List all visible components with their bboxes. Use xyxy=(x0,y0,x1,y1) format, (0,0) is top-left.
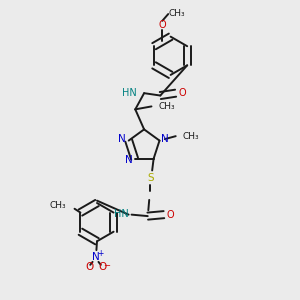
Text: O: O xyxy=(178,88,186,98)
Text: CH₃: CH₃ xyxy=(50,201,67,210)
Text: O: O xyxy=(158,20,166,30)
Text: N: N xyxy=(125,155,133,165)
Text: S: S xyxy=(147,173,154,183)
Text: O: O xyxy=(99,262,107,272)
Text: N: N xyxy=(161,134,169,144)
Text: CH₃: CH₃ xyxy=(182,132,199,141)
Text: O: O xyxy=(85,262,93,272)
Text: CH₃: CH₃ xyxy=(168,9,185,18)
Text: O: O xyxy=(167,210,174,220)
Text: +: + xyxy=(97,249,103,258)
Text: −: − xyxy=(103,261,110,270)
Text: CH₃: CH₃ xyxy=(159,102,176,111)
Text: HN: HN xyxy=(122,88,137,98)
Text: HN: HN xyxy=(114,209,129,219)
Text: N: N xyxy=(118,134,126,144)
Text: N: N xyxy=(92,253,99,262)
